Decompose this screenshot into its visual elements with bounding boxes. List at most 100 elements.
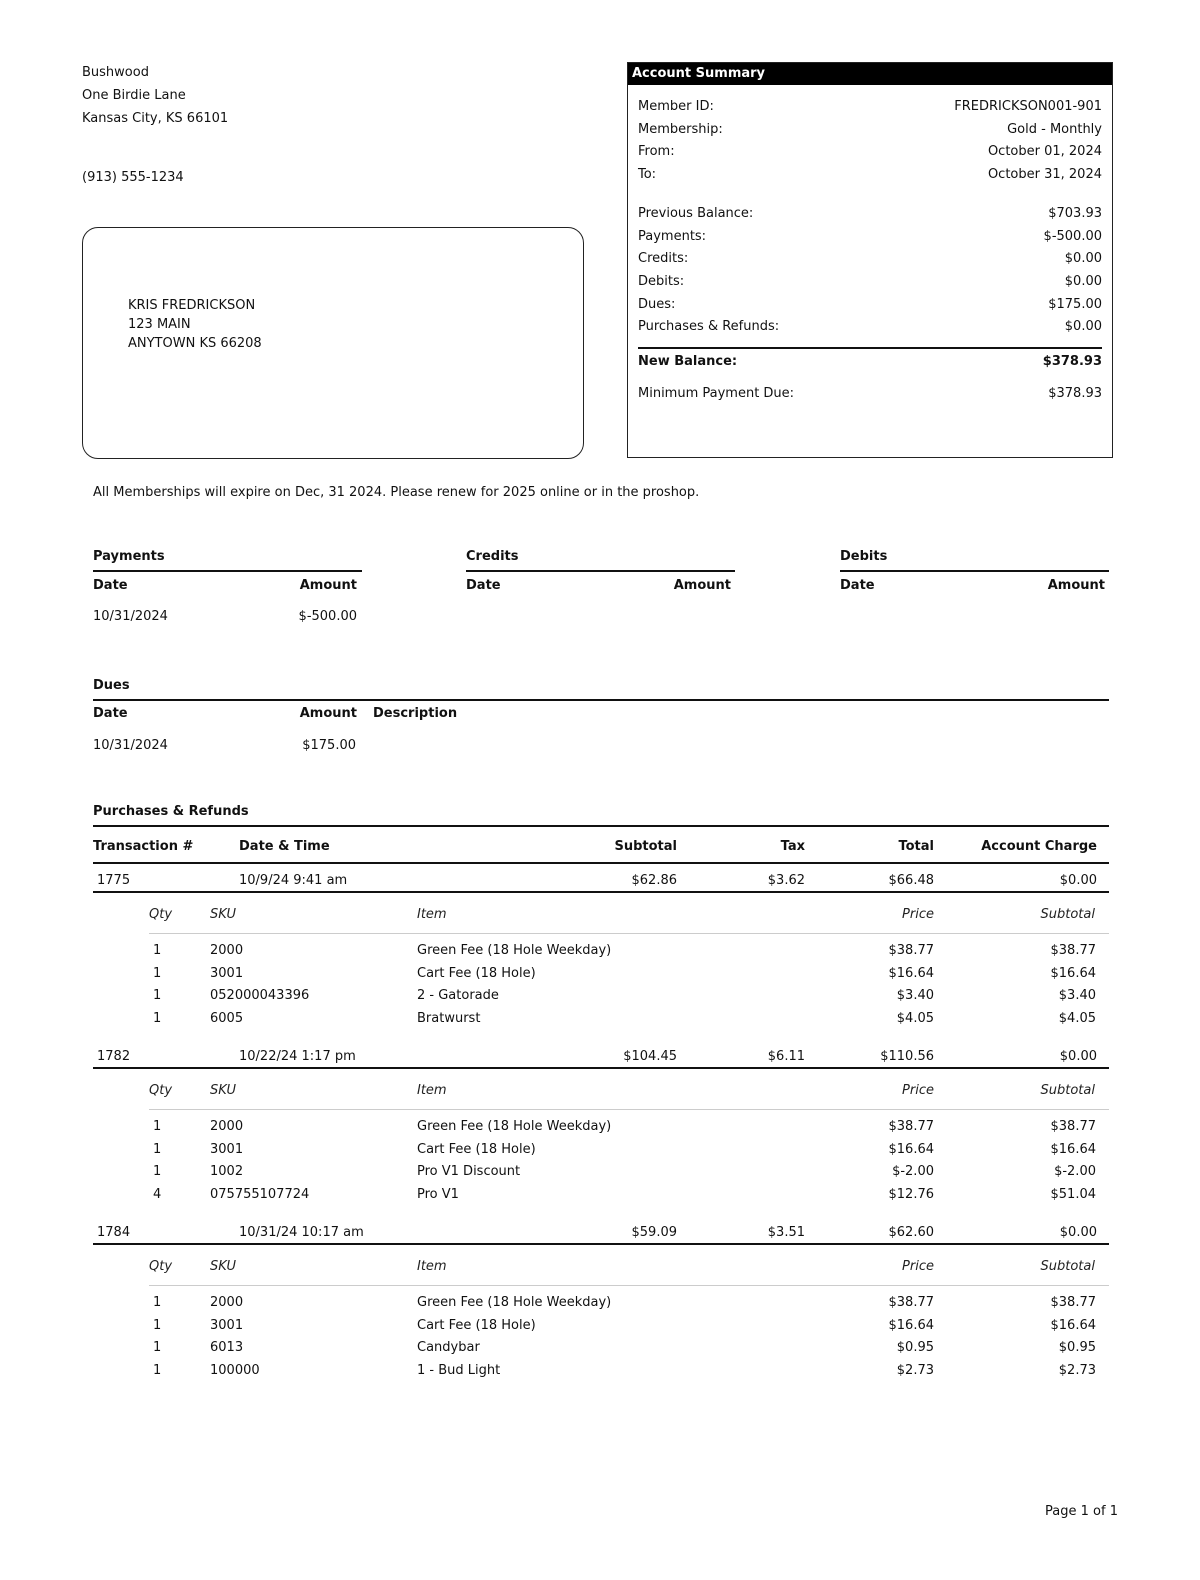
minimum-payment-value: $378.93 [1048,386,1102,401]
payment-amount: $-500.00 [298,609,357,624]
item-name-header: Item [417,907,447,922]
item-sku: 052000043396 [210,988,310,1003]
item-name: Cart Fee (18 Hole) [417,1317,536,1333]
summary-label: Debits: [638,274,685,289]
txn-total: $66.48 [888,873,935,888]
dues-date-header: Date [93,706,128,721]
summary-label: From: [638,144,675,159]
dues-amount-header: Amount [299,706,357,721]
club-phone: (913) 555-1234 [82,170,184,185]
item-qty: 1 [153,1340,162,1355]
summary-row: Debits: $0.00 [638,274,1102,294]
item-qty: 1 [153,1295,162,1310]
account-summary-title: Account Summary [628,63,1112,85]
summary-row: Payments: $-500.00 [638,229,1102,249]
item-qty: 1 [153,1141,162,1157]
item-qty: 1 [153,1164,162,1179]
debits-date-header: Date [840,578,875,593]
club-address-line1: One Birdie Lane [82,88,186,103]
item-price: $0.95 [896,1340,934,1355]
recipient-name: KRIS FREDRICKSON [128,298,256,313]
item-sku-header: SKU [210,1083,237,1098]
account-charge-header: Account Charge [981,839,1097,854]
dues-date: 10/31/2024 [93,738,168,753]
item-price: $4.05 [896,1010,934,1026]
item-sku: 3001 [210,1317,244,1333]
item-qty: 1 [153,943,162,958]
item-subtotal: $38.77 [1050,1295,1097,1310]
item-price: $38.77 [888,1119,935,1134]
summary-row: Member ID: FREDRICKSON001-901 [638,99,1102,119]
item-qty: 1 [153,1119,162,1134]
item-subtotal: $3.40 [1058,988,1096,1003]
payments-date-header: Date [93,578,128,593]
new-balance-row: New Balance: $378.93 [638,354,1102,374]
tax-header: Tax [780,839,805,854]
recipient-address-line1: 123 MAIN [128,317,191,332]
item-qty: 1 [153,965,162,981]
txn-total: $62.60 [888,1225,935,1240]
payment-date: 10/31/2024 [93,609,168,624]
subtotal-header: Subtotal [614,839,677,854]
txn-total: $110.56 [880,1049,934,1064]
summary-value: $0.00 [1064,274,1102,289]
item-name: Cart Fee (18 Hole) [417,965,536,981]
item-qty: 1 [153,1317,162,1333]
item-sku: 3001 [210,1141,244,1157]
txn-datetime: 10/9/24 9:41 am [239,873,348,888]
debits-amount-header: Amount [1047,578,1105,593]
item-subtotal-header: Subtotal [1040,1259,1095,1274]
item-sku: 3001 [210,965,244,981]
item-price: $2.73 [896,1362,934,1378]
item-subtotal: $2.73 [1058,1362,1096,1378]
summary-label: Membership: [638,122,723,137]
account-summary: Account Summary Member ID: FREDRICKSON001… [627,62,1113,458]
item-price: $16.64 [888,1317,935,1333]
summary-value: Gold - Monthly [1007,122,1102,137]
item-price-header: Price [902,907,934,922]
credits-date-header: Date [466,578,501,593]
summary-value: $703.93 [1048,206,1102,221]
txn-datetime: 10/31/24 10:17 am [239,1225,364,1240]
item-subtotal: $4.05 [1058,1010,1096,1026]
summary-label: Member ID: [638,99,714,114]
item-subtotal: $16.64 [1050,1317,1097,1333]
recipient-address-window: KRIS FREDRICKSON 123 MAIN ANYTOWN KS 662… [82,227,584,459]
datetime-header: Date & Time [239,839,330,854]
summary-value: $175.00 [1048,297,1102,312]
txn-account-charge: $0.00 [1059,1225,1097,1240]
item-name: Candybar [417,1340,480,1355]
item-sku: 2000 [210,943,244,958]
summary-label: Dues: [638,297,676,312]
item-price-header: Price [902,1083,934,1098]
summary-value: October 01, 2024 [987,144,1102,159]
credits-title: Credits [466,549,519,564]
payments-title: Payments [93,549,165,564]
txn-tax: $6.11 [767,1049,805,1064]
summary-value: $0.00 [1064,319,1102,334]
summary-row: From: October 01, 2024 [638,144,1102,164]
item-price: $3.40 [896,988,934,1003]
item-sku: 075755107724 [210,1186,310,1202]
item-subtotal: $0.95 [1058,1340,1096,1355]
txn-account-charge: $0.00 [1059,1049,1097,1064]
item-subtotal-header: Subtotal [1040,907,1095,922]
item-price: $38.77 [888,943,935,958]
summary-value: October 31, 2024 [987,167,1102,182]
item-name: Green Fee (18 Hole Weekday) [417,943,612,958]
item-sku: 6013 [210,1340,244,1355]
item-name: Pro V1 Discount [417,1164,521,1179]
debits-title: Debits [840,549,888,564]
item-sku-header: SKU [210,907,237,922]
total-header: Total [898,839,934,854]
purchases-title: Purchases & Refunds [93,804,249,819]
item-qty-header: Qty [149,1259,173,1274]
item-qty: 1 [153,1362,162,1378]
item-price: $-2.00 [892,1164,934,1179]
item-name: Pro V1 [417,1186,459,1202]
item-name: 1 - Bud Light [417,1362,501,1378]
txn-number: 1782 [97,1049,131,1064]
summary-label: Previous Balance: [638,206,754,221]
item-name: 2 - Gatorade [417,988,499,1003]
item-subtotal: $16.64 [1050,965,1097,981]
